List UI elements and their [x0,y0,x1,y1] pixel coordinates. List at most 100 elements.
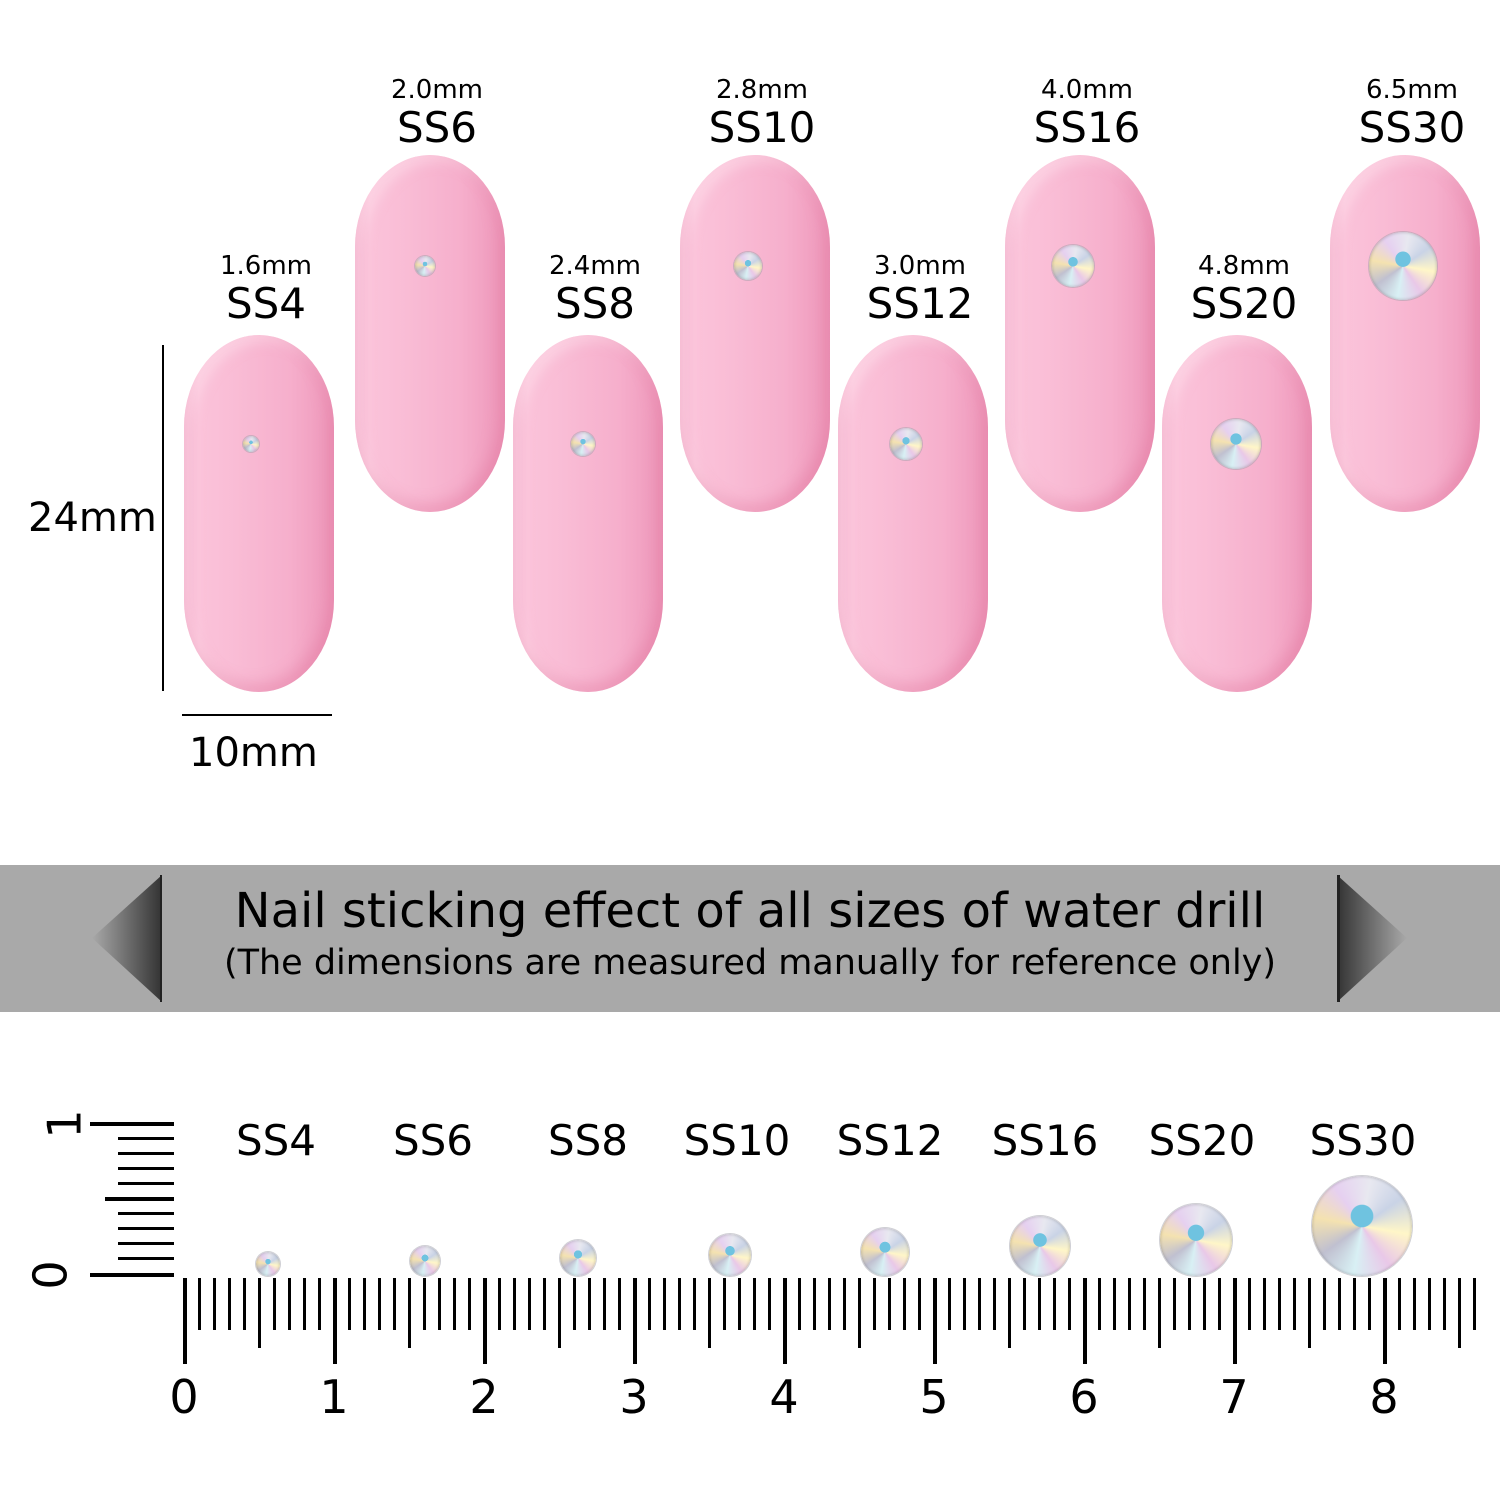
vertical-ruler-tick [118,1151,174,1155]
ruler-rhinestone-icon [1312,1176,1412,1276]
ruler-tick [557,1278,561,1348]
ruler-label: 4 [769,1370,799,1424]
nail-size-code: SS4 [225,279,307,328]
ruler-tick [392,1278,396,1330]
ruler-tick [1187,1278,1191,1330]
nail-size-mm: 3.0mm [873,251,967,281]
ruler-tick [932,1278,937,1364]
ruler-tick [182,1278,187,1364]
ruler-tick [632,1278,637,1364]
nail-size-code: SS10 [708,103,816,152]
ruler-tick [512,1278,516,1330]
ruler-tick [1157,1278,1161,1348]
ruler-rhinestone-icon [1010,1216,1070,1276]
nail-ss30 [1330,155,1480,512]
nail-ss16 [1005,155,1155,512]
ruler-tick [1127,1278,1131,1330]
ruler-label: 1 [319,1370,349,1424]
ruler-label: 2 [469,1370,499,1424]
ruler-tick [767,1278,771,1330]
nail-ss10 [680,155,830,512]
ruler-tick [362,1278,366,1330]
banner: Nail sticking effect of all sizes of wat… [0,865,1500,1012]
ruler-tick [947,1278,951,1330]
ruler-tick [677,1278,681,1330]
ruler-tick [992,1278,996,1330]
left-arrow-icon [92,875,162,1002]
ruler-tick [317,1278,321,1330]
ruler-size-code: SS4 [235,1116,317,1165]
ruler-label: 5 [919,1370,949,1424]
ruler-tick [752,1278,756,1330]
ruler-tick [542,1278,546,1330]
ruler-tick [1307,1278,1311,1348]
ruler-tick [1037,1278,1041,1330]
ruler-tick [1202,1278,1206,1330]
ruler-size-code: SS16 [991,1116,1099,1165]
ruler-tick [272,1278,276,1330]
vertical-ruler-tick [118,1257,174,1261]
ruler-tick [572,1278,576,1330]
ruler-size-code: SS10 [683,1116,791,1165]
ruler-tick [482,1278,487,1364]
nail-ss6 [355,155,505,512]
ruler-tick [812,1278,816,1330]
ruler-tick [707,1278,711,1348]
ruler-tick [782,1278,787,1364]
ruler-tick [1217,1278,1221,1330]
nail-ss12 [838,335,988,692]
ruler-tick [1097,1278,1101,1330]
nail-size-mm: 6.5mm [1365,75,1459,105]
ruler-tick [1472,1278,1476,1330]
ruler-tick [467,1278,471,1330]
ruler-tick [1247,1278,1251,1330]
ruler-tick [1052,1278,1056,1330]
ruler-tick [197,1278,201,1330]
ruler-tick [737,1278,741,1330]
ruler-tick [1172,1278,1176,1330]
ruler-rhinestone-icon [256,1252,280,1276]
ruler-tick [437,1278,441,1330]
ruler-tick [1067,1278,1071,1330]
nail-size-code: SS30 [1358,103,1466,152]
ruler-tick [662,1278,666,1330]
ruler-tick [647,1278,651,1330]
ruler-size-code: SS30 [1309,1116,1417,1165]
ruler-tick [1352,1278,1356,1330]
width-label: 10mm [189,730,318,776]
nail-size-mm: 4.8mm [1197,251,1291,281]
ruler-tick [1322,1278,1326,1330]
ruler-tick [602,1278,606,1330]
rhinestone-icon [1369,232,1437,300]
ruler-tick [692,1278,696,1330]
height-dimension-line [162,345,164,691]
nail-ss8 [513,335,663,692]
ruler-tick [1112,1278,1116,1330]
ruler-label: 6 [1069,1370,1099,1424]
ruler-tick [422,1278,426,1330]
nail-size-mm: 4.0mm [1040,75,1134,105]
nail-size-code: SS6 [396,103,478,152]
rhinestone-icon [734,252,762,280]
ruler-tick [452,1278,456,1330]
ruler-tick [587,1278,591,1330]
ruler-tick [377,1278,381,1330]
vertical-ruler-tick [105,1197,174,1201]
ruler-rhinestone-icon [1160,1204,1232,1276]
rhinestone-icon [890,428,922,460]
ruler-label: 7 [1219,1370,1249,1424]
ruler-tick [257,1278,261,1348]
ruler-tick [287,1278,291,1330]
vertical-ruler-tick [90,1121,174,1126]
ruler-rhinestone-icon [861,1228,909,1276]
nail-size-mm: 2.0mm [390,75,484,105]
nail-size-mm: 1.6mm [219,251,313,281]
ruler-tick [1007,1278,1011,1348]
nail-size-code: SS12 [866,279,974,328]
ruler-rhinestone-icon [560,1240,596,1276]
ruler-tick [1262,1278,1266,1330]
banner-title: Nail sticking effect of all sizes of wat… [234,883,1266,939]
ruler-tick [1082,1278,1087,1364]
ruler-tick [1277,1278,1281,1330]
ruler-tick [1442,1278,1446,1330]
